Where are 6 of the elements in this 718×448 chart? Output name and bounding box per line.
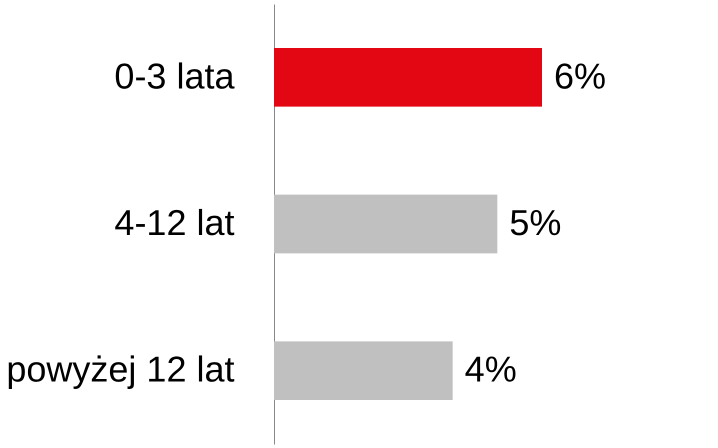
y-tick-label: 0-3 lata xyxy=(114,55,236,96)
data-label: 5% xyxy=(509,202,562,243)
y-tick-label: 4-12 lat xyxy=(114,202,234,243)
y-tick-label: powyżej 12 lat xyxy=(6,348,234,390)
data-label: 6% xyxy=(554,55,606,96)
data-label: 4% xyxy=(464,348,517,390)
